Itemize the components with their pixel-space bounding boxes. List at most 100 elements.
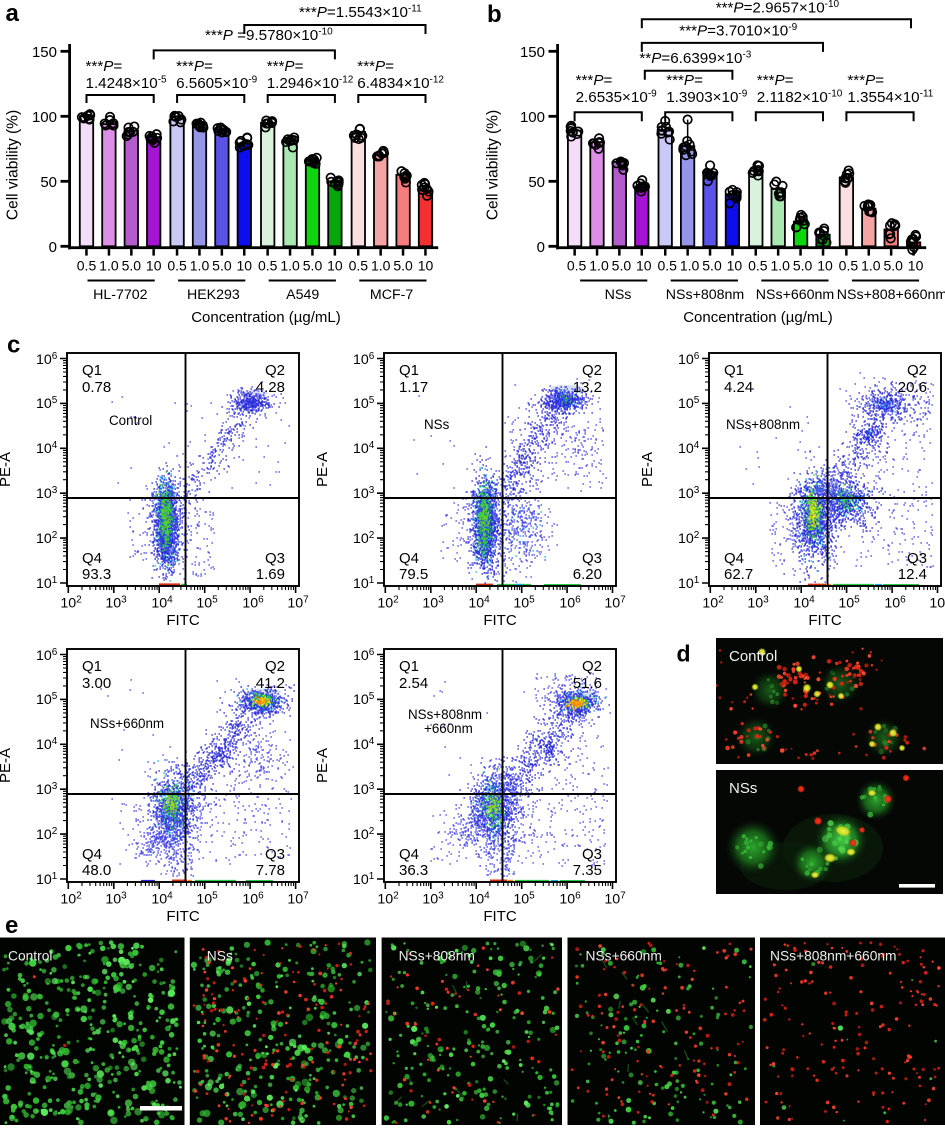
svg-text:Cell viability (%): Cell viability (%) xyxy=(5,110,22,220)
svg-text:**P=6.6399×10-3: **P=6.6399×10-3 xyxy=(639,50,751,68)
svg-text:105: 105 xyxy=(513,594,535,611)
svg-text:0.5: 0.5 xyxy=(748,258,768,274)
svg-text:104: 104 xyxy=(151,890,173,907)
svg-text:103: 103 xyxy=(422,594,444,611)
svg-text:100: 100 xyxy=(32,109,57,126)
svg-text:62.7: 62.7 xyxy=(724,566,753,583)
svg-text:PE-A: PE-A xyxy=(0,748,14,783)
svg-text:1.0: 1.0 xyxy=(589,258,609,274)
svg-text:Q1: Q1 xyxy=(82,658,102,675)
svg-text:5.0: 5.0 xyxy=(393,258,413,274)
svg-text:102: 102 xyxy=(60,594,82,611)
svg-text:1.17: 1.17 xyxy=(399,379,428,396)
svg-text:101: 101 xyxy=(678,575,700,592)
svg-text:5.0: 5.0 xyxy=(212,258,232,274)
svg-text:d: d xyxy=(677,641,691,667)
svg-text:HL-7702: HL-7702 xyxy=(93,287,148,303)
svg-text:NSs+808nm: NSs+808nm xyxy=(399,949,475,964)
svg-text:106: 106 xyxy=(242,594,264,611)
svg-text:Q4: Q4 xyxy=(399,550,419,567)
svg-text:5.0: 5.0 xyxy=(793,258,813,274)
svg-text:0.5: 0.5 xyxy=(77,258,97,274)
svg-text:102: 102 xyxy=(353,530,375,547)
svg-text:c: c xyxy=(7,332,20,359)
svg-text:106: 106 xyxy=(353,647,375,664)
svg-text:102: 102 xyxy=(377,890,399,907)
svg-text:105: 105 xyxy=(36,691,58,708)
svg-text:51.6: 51.6 xyxy=(573,675,602,692)
svg-text:107: 107 xyxy=(287,594,309,611)
svg-text:Q4: Q4 xyxy=(82,550,102,567)
svg-text:0: 0 xyxy=(49,239,57,256)
svg-text:103: 103 xyxy=(36,485,58,502)
svg-text:5.0: 5.0 xyxy=(122,258,142,274)
svg-text:3.00: 3.00 xyxy=(82,675,111,692)
svg-text:Q3: Q3 xyxy=(582,846,602,863)
svg-text:20.6: 20.6 xyxy=(898,379,927,396)
svg-text:50: 50 xyxy=(40,174,57,191)
svg-text:0.5: 0.5 xyxy=(258,258,278,274)
svg-text:4.28: 4.28 xyxy=(256,379,285,396)
svg-text:104: 104 xyxy=(151,594,173,611)
svg-text:NSs: NSs xyxy=(207,949,233,964)
svg-text:105: 105 xyxy=(196,594,218,611)
svg-text:0.5: 0.5 xyxy=(167,258,187,274)
svg-text:36.3: 36.3 xyxy=(399,862,428,879)
svg-text:***P=: ***P= xyxy=(847,72,884,89)
svg-text:6.5605×10-9: 6.5605×10-9 xyxy=(176,75,258,93)
svg-text:106: 106 xyxy=(559,890,581,907)
svg-text:13.2: 13.2 xyxy=(573,379,602,396)
svg-text:104: 104 xyxy=(468,890,490,907)
svg-text:FITC: FITC xyxy=(166,908,199,925)
svg-text:+660nm: +660nm xyxy=(424,721,473,736)
svg-text:***P=2.9657×10-10: ***P=2.9657×10-10 xyxy=(716,0,840,17)
svg-text:100: 100 xyxy=(520,109,545,126)
svg-text:106: 106 xyxy=(559,594,581,611)
svg-text:Q1: Q1 xyxy=(82,362,102,379)
svg-text:105: 105 xyxy=(196,890,218,907)
svg-text:103: 103 xyxy=(678,485,700,502)
svg-text:101: 101 xyxy=(353,871,375,888)
svg-text:***P=: ***P= xyxy=(757,72,794,89)
svg-text:106: 106 xyxy=(678,351,700,368)
svg-text:1.69: 1.69 xyxy=(256,566,285,583)
svg-text:FITC: FITC xyxy=(808,612,841,629)
svg-text:7.35: 7.35 xyxy=(573,862,602,879)
svg-text:104: 104 xyxy=(36,440,58,457)
svg-text:PE-A: PE-A xyxy=(639,452,656,487)
svg-text:***P=: ***P= xyxy=(267,58,304,75)
svg-text:101: 101 xyxy=(353,575,375,592)
svg-text:Q3: Q3 xyxy=(907,550,927,567)
svg-text:107: 107 xyxy=(604,890,626,907)
svg-text:0.5: 0.5 xyxy=(567,258,587,274)
svg-text:2.6535×10-9: 2.6535×10-9 xyxy=(576,89,658,107)
svg-text:102: 102 xyxy=(702,594,724,611)
svg-text:10: 10 xyxy=(327,258,343,274)
svg-text:0.5: 0.5 xyxy=(839,258,859,274)
svg-text:a: a xyxy=(6,0,20,27)
svg-text:106: 106 xyxy=(884,594,906,611)
svg-text:1.3903×10-9: 1.3903×10-9 xyxy=(666,89,748,107)
svg-text:10: 10 xyxy=(237,258,253,274)
svg-text:Control: Control xyxy=(729,648,777,665)
svg-text:0.5: 0.5 xyxy=(657,258,677,274)
svg-text:10: 10 xyxy=(146,258,162,274)
svg-text:***P =9.5780×10-10: ***P =9.5780×10-10 xyxy=(205,27,333,45)
svg-text:102: 102 xyxy=(36,530,58,547)
svg-text:5.0: 5.0 xyxy=(303,258,323,274)
svg-text:6.20: 6.20 xyxy=(573,566,602,583)
svg-text:1.0: 1.0 xyxy=(861,258,881,274)
svg-text:105: 105 xyxy=(36,395,58,412)
svg-text:105: 105 xyxy=(678,395,700,412)
svg-text:FITC: FITC xyxy=(483,908,516,925)
svg-text:106: 106 xyxy=(36,351,58,368)
svg-text:150: 150 xyxy=(32,44,57,61)
svg-text:HEK293: HEK293 xyxy=(187,287,240,303)
svg-text:48.0: 48.0 xyxy=(82,862,111,879)
svg-text:Q1: Q1 xyxy=(724,362,744,379)
svg-text:Q4: Q4 xyxy=(724,550,744,567)
svg-text:1.2946×10-12: 1.2946×10-12 xyxy=(267,75,354,93)
svg-text:Q1: Q1 xyxy=(399,658,419,675)
svg-text:Control: Control xyxy=(109,413,152,428)
svg-text:Q4: Q4 xyxy=(399,846,419,863)
